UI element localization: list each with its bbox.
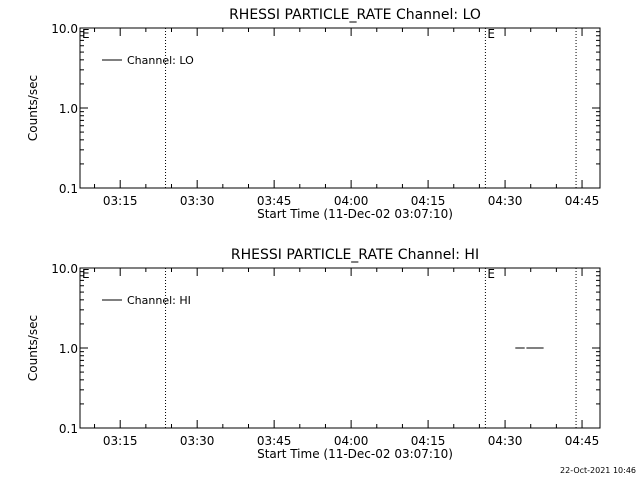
panel-1-y-tick-label: 0.1: [59, 182, 78, 196]
panel-2-legend-label: Channel: HI: [127, 294, 191, 307]
footer-timestamp: 22-Oct-2021 10:46: [560, 466, 636, 475]
panel-1-corner-label: E: [82, 27, 90, 41]
panel-2-x-tick-label: 03:30: [180, 434, 215, 448]
panel-2-x-tick-label: 04:15: [411, 434, 446, 448]
panel-2-x-tick-label: 04:30: [488, 434, 523, 448]
panel-2-x-axis-label: Start Time (11-Dec-02 03:07:10): [257, 447, 453, 461]
panel-1-y-tick-label: 1.0: [59, 102, 78, 116]
panel-1-plot-frame: [79, 27, 601, 189]
panel-1-x-tick-label: 03:30: [180, 194, 215, 208]
panel-2-x-tick-label: 04:00: [334, 434, 369, 448]
panel-2-corner-label: E: [82, 267, 90, 281]
panel-2-x-tick-label: 03:15: [103, 434, 138, 448]
panel-2-y-axis-label: Counts/sec: [26, 315, 40, 381]
panel-1-marker-label: E: [487, 27, 495, 41]
panel-2-y-tick-label: 10.0: [51, 262, 78, 276]
panel-2-marker-label: E: [487, 267, 495, 281]
panel-1-title: RHESSI PARTICLE_RATE Channel: LO: [229, 7, 481, 23]
panel-2-y-tick-label: 1.0: [59, 342, 78, 356]
panel-1-y-tick-label: 10.0: [51, 22, 78, 36]
panel-1-x-tick-label: 03:45: [257, 194, 292, 208]
panel-1-x-tick-label: 04:00: [334, 194, 369, 208]
panel-1-x-axis-label: Start Time (11-Dec-02 03:07:10): [257, 207, 453, 221]
panel-1-legend-label: Channel: LO: [127, 54, 194, 67]
panel-2-y-tick-label: 0.1: [59, 422, 78, 436]
panel-2-x-tick-label: 04:45: [565, 434, 600, 448]
panel-1-x-tick-label: 04:30: [488, 194, 523, 208]
panel-2-title: RHESSI PARTICLE_RATE Channel: HI: [231, 247, 479, 263]
panel-2-x-tick-label: 03:45: [257, 434, 292, 448]
panel-1-x-tick-label: 04:15: [411, 194, 446, 208]
panel-1-x-tick-label: 03:15: [103, 194, 138, 208]
panel-1-x-tick-label: 04:45: [565, 194, 600, 208]
panel-1-y-axis-label: Counts/sec: [26, 75, 40, 141]
